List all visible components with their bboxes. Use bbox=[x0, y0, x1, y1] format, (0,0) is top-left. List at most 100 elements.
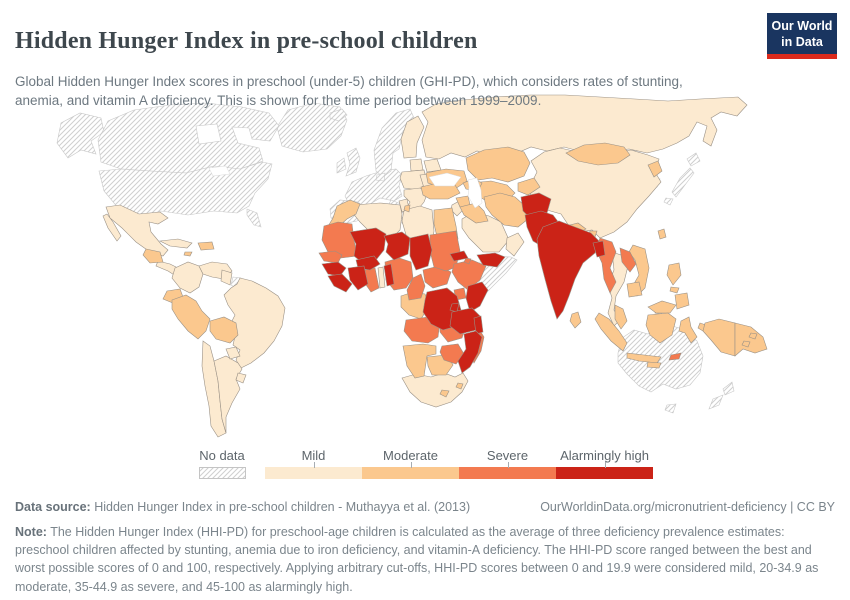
map-region-laos[interactable] bbox=[619, 247, 637, 273]
map-region-baltics[interactable] bbox=[409, 158, 424, 172]
legend-swatch-severe[interactable] bbox=[459, 467, 556, 479]
map-region-malaysia-borneo[interactable] bbox=[647, 300, 677, 314]
map-region-denmark[interactable] bbox=[375, 172, 386, 182]
map-region-sierra-leone-liberia[interactable] bbox=[327, 273, 353, 293]
water-body bbox=[208, 165, 231, 177]
legend-label-severe: Severe bbox=[486, 448, 529, 463]
map-region-benin[interactable] bbox=[383, 263, 395, 287]
owid-logo-line2: in Data bbox=[781, 35, 823, 50]
note-row: Note: The Hidden Hunger Index (HHI-PD) f… bbox=[15, 523, 835, 596]
map-region-greenland[interactable] bbox=[276, 102, 348, 153]
map-region-philippines-mindanao[interactable] bbox=[674, 292, 690, 310]
legend-no-data-swatch[interactable] bbox=[199, 467, 246, 479]
map-region-united-states[interactable] bbox=[98, 161, 273, 228]
map-region-oman-uae[interactable] bbox=[505, 232, 525, 257]
map-region-new-zealand[interactable] bbox=[708, 381, 735, 410]
map-region-ireland[interactable] bbox=[336, 157, 347, 174]
map-region-namibia[interactable] bbox=[402, 343, 437, 379]
owid-logo[interactable]: Our World in Data bbox=[767, 13, 837, 59]
map-region-iran[interactable] bbox=[483, 192, 529, 228]
map-region-uruguay[interactable] bbox=[235, 372, 247, 384]
map-region-taiwan[interactable] bbox=[657, 228, 667, 240]
map-region-colombia[interactable] bbox=[171, 261, 204, 294]
map-region-mongolia[interactable] bbox=[565, 142, 631, 166]
map-region-swaziland[interactable] bbox=[455, 382, 464, 390]
map-region-cuba[interactable] bbox=[158, 238, 193, 249]
map-region-peru[interactable] bbox=[171, 294, 211, 340]
map-region-philippines-luzon[interactable] bbox=[666, 262, 682, 286]
map-region-canada[interactable] bbox=[97, 102, 280, 174]
data-source-text: Data source: Hidden Hunger Index in pre-… bbox=[15, 500, 471, 514]
map-region-bolivia[interactable] bbox=[209, 316, 239, 344]
map-region-mozambique[interactable] bbox=[457, 330, 483, 374]
map-region-iceland[interactable] bbox=[329, 108, 348, 122]
map-region-kalimantan[interactable] bbox=[645, 312, 677, 344]
map-region-jamaica[interactable] bbox=[183, 251, 193, 257]
map-region-finland[interactable] bbox=[400, 115, 425, 159]
map-region-guatemala[interactable] bbox=[142, 248, 164, 264]
map-region-papua-new-guinea[interactable] bbox=[734, 322, 768, 357]
map-region-kazakhstan[interactable] bbox=[465, 146, 531, 183]
map-region-united-kingdom[interactable] bbox=[345, 147, 361, 177]
owid-url-link[interactable]: OurWorldinData.org/micronutrient-deficie… bbox=[540, 500, 787, 514]
source-row: Data source: Hidden Hunger Index in pre-… bbox=[15, 498, 835, 516]
map-region-south-africa[interactable] bbox=[401, 372, 469, 408]
chart-subtitle: Global Hidden Hunger Index scores in pre… bbox=[15, 73, 683, 108]
map-region-kenya[interactable] bbox=[465, 281, 489, 313]
page-title: Hidden Hunger Index in pre-school childr… bbox=[15, 28, 478, 55]
map-region-djibouti[interactable] bbox=[463, 257, 472, 265]
map-region-albania[interactable] bbox=[403, 204, 411, 213]
map-region-belarus[interactable] bbox=[423, 158, 442, 173]
chart-footer: Data source: Hidden Hunger Index in pre-… bbox=[15, 498, 835, 596]
map-region-solomon-islands[interactable] bbox=[741, 340, 751, 348]
map-region-india[interactable] bbox=[536, 220, 600, 320]
map-region-guyanas[interactable] bbox=[220, 269, 233, 286]
map-region-niger[interactable] bbox=[383, 231, 411, 261]
map-region-paraguay[interactable] bbox=[225, 346, 241, 360]
license-badge[interactable]: | CC BY bbox=[786, 500, 835, 514]
map-region-fiji[interactable] bbox=[748, 332, 758, 340]
map-region-lesser-sunda[interactable] bbox=[646, 361, 662, 369]
source-link-line: OurWorldinData.org/micronutrient-deficie… bbox=[540, 498, 835, 516]
legend-no-data-label: No data bbox=[199, 448, 245, 463]
map-region-timor-leste[interactable] bbox=[668, 352, 682, 361]
map-region-lesotho[interactable] bbox=[439, 389, 450, 398]
map-region-eritrea[interactable] bbox=[449, 250, 469, 262]
map-region-sulawesi[interactable] bbox=[678, 316, 698, 344]
map-region-yemen[interactable] bbox=[476, 252, 506, 268]
map-region-bangladesh[interactable] bbox=[592, 240, 606, 258]
map-region-argentina[interactable] bbox=[213, 355, 243, 434]
legend-swatch-mild[interactable] bbox=[265, 467, 362, 479]
map-region-philippines-visayas[interactable] bbox=[669, 286, 680, 294]
map-region-brazil[interactable] bbox=[223, 277, 286, 369]
map-region-sri-lanka[interactable] bbox=[569, 311, 582, 329]
legend-swatch-alarming[interactable] bbox=[556, 467, 653, 479]
map-region-mexico[interactable] bbox=[102, 204, 169, 257]
map-region-togo[interactable] bbox=[377, 266, 386, 289]
legend-label-moderate: Moderate bbox=[383, 448, 438, 463]
map-region-malawi[interactable] bbox=[473, 315, 484, 335]
note-text: The Hidden Hunger Index (HHI-PD) for pre… bbox=[15, 525, 819, 594]
map-region-kyrgyzstan-tajikistan[interactable] bbox=[517, 177, 541, 196]
map-region-guinea[interactable] bbox=[321, 261, 347, 277]
map-region-senegal-gambia[interactable] bbox=[318, 250, 343, 264]
legend-swatch-moderate[interactable] bbox=[362, 467, 459, 479]
map-region-cameroon[interactable] bbox=[406, 273, 426, 301]
map-region-alaska[interactable] bbox=[56, 112, 105, 159]
owid-logo-line1: Our World bbox=[771, 19, 833, 33]
map-region-west-papua[interactable] bbox=[702, 318, 736, 357]
map-region-malay-peninsula[interactable] bbox=[614, 304, 628, 330]
map-region-zimbabwe[interactable] bbox=[439, 343, 465, 365]
map-region-sumatra[interactable] bbox=[594, 312, 628, 352]
map-region-hispaniola[interactable] bbox=[197, 241, 215, 251]
map-region-chad[interactable] bbox=[409, 233, 433, 271]
map-region-cambodia[interactable] bbox=[626, 281, 643, 298]
map-region-australia[interactable] bbox=[617, 325, 704, 414]
map-region-cote-divoire[interactable] bbox=[347, 265, 369, 291]
legend-tick bbox=[604, 462, 606, 468]
map-region-north-korea[interactable] bbox=[647, 160, 663, 178]
legend-tick bbox=[313, 462, 315, 468]
map-region-japan[interactable] bbox=[663, 152, 701, 206]
